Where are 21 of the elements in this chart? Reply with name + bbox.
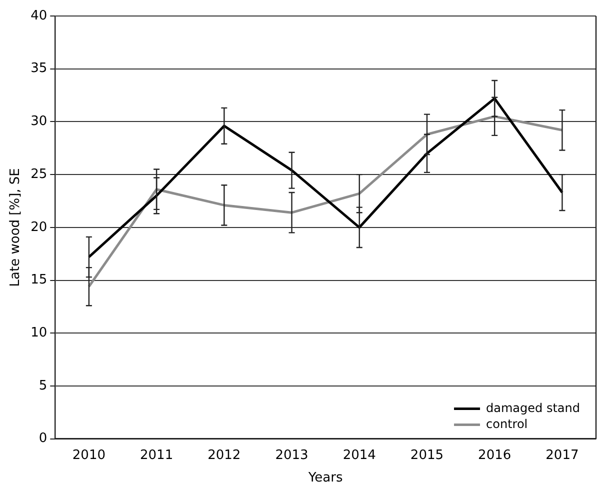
y-tick-label: 25	[30, 166, 48, 182]
y-axis-title: Late wood [%], SE	[8, 168, 24, 287]
x-tick-label: 2011	[140, 448, 174, 463]
legend-label: control	[486, 416, 528, 431]
legend-label: damaged stand	[486, 400, 580, 415]
x-tick-label: 2016	[478, 448, 512, 463]
x-tick-label: 2013	[275, 448, 308, 463]
y-tick-label: 20	[30, 220, 48, 235]
x-tick-label: 2015	[410, 448, 444, 463]
y-tick-label: 0	[38, 431, 48, 446]
y-tick-label: 5	[38, 378, 48, 394]
x-axis-title: Years	[307, 470, 343, 486]
y-tick-label: 15	[30, 272, 48, 288]
x-tick-label: 2014	[342, 448, 376, 463]
x-tick-label: 2010	[72, 448, 106, 463]
y-tick-label: 10	[30, 325, 48, 340]
y-tick-label: 30	[30, 114, 48, 130]
y-tick-label: 35	[30, 61, 48, 76]
y-tick-label: 40	[30, 8, 48, 24]
x-tick-label: 2017	[546, 448, 579, 463]
x-tick-label: 2012	[208, 448, 241, 463]
